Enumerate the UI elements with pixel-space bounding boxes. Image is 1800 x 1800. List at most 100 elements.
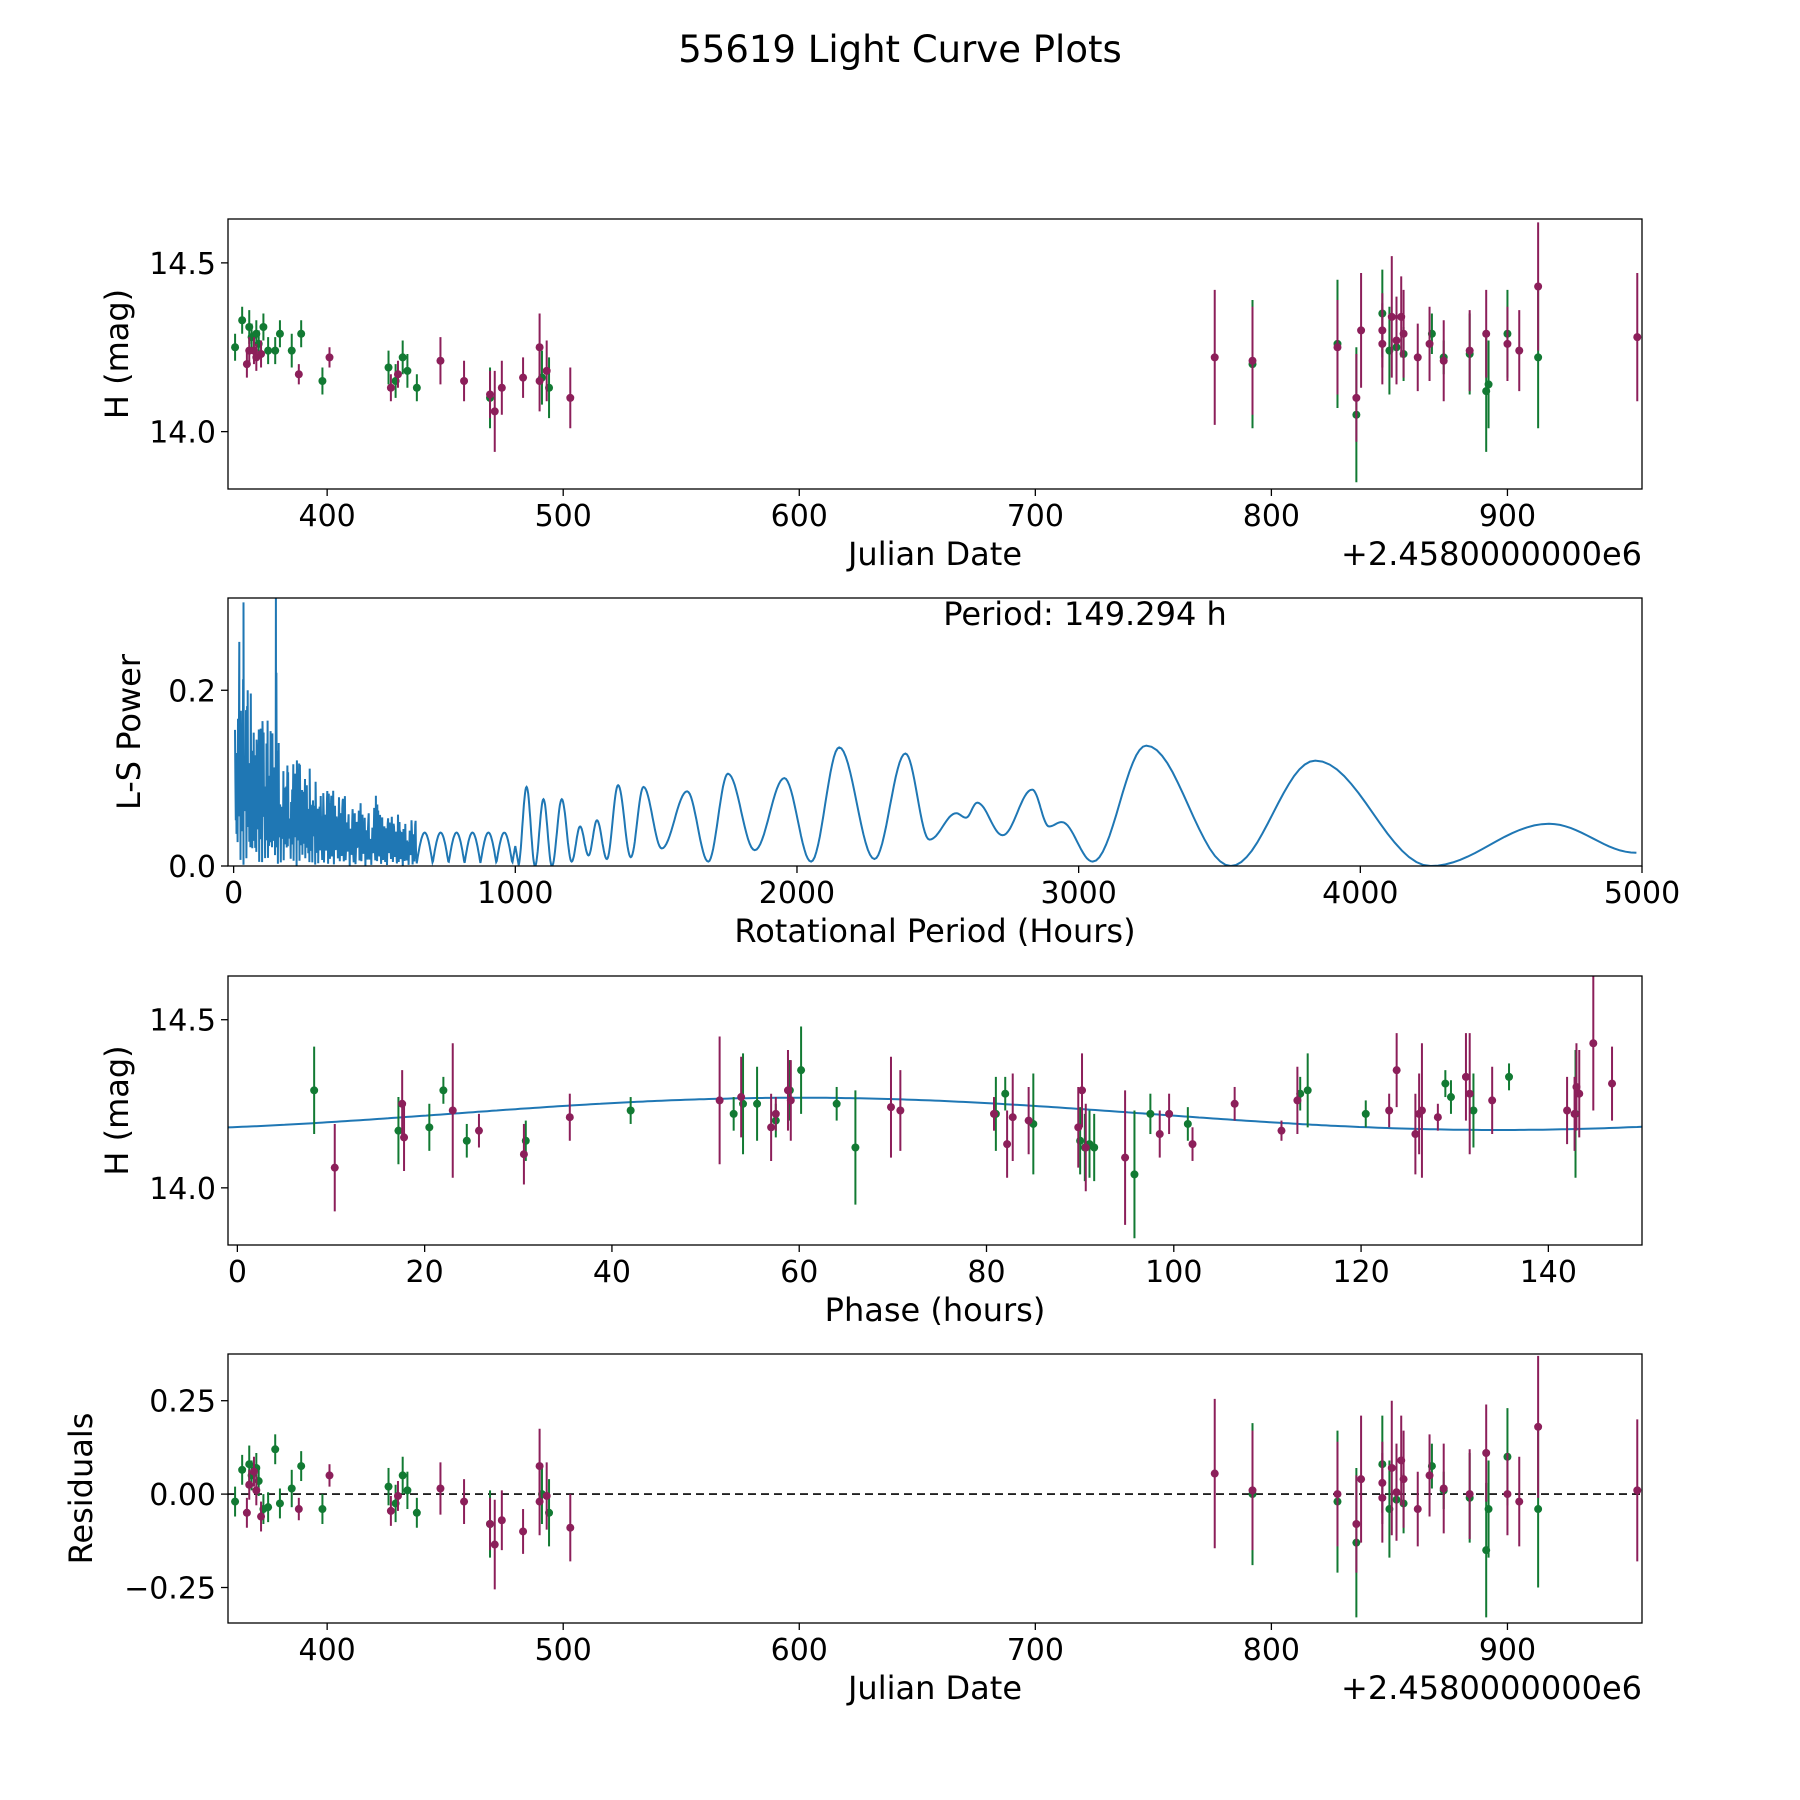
data-point <box>535 1497 544 1506</box>
plot-area <box>228 976 1642 1239</box>
series-r <box>242 222 1642 452</box>
data-point <box>1461 1072 1470 1081</box>
data-point <box>1392 336 1401 345</box>
data-point <box>1503 1490 1512 1499</box>
data-point <box>1352 393 1361 402</box>
data-point <box>436 1484 445 1493</box>
data-point <box>497 383 506 392</box>
axes-frame <box>227 975 1643 1246</box>
x-tick-label: 20 <box>406 1255 444 1290</box>
panel-periodogram: 0 1000 2000 3000 4000 5000 0.0 0.2 Rotational Pe… <box>110 595 1680 950</box>
data-point <box>259 323 268 331</box>
data-point <box>767 1123 776 1132</box>
axes-frame <box>227 218 1643 490</box>
data-point <box>1352 1519 1361 1528</box>
data-point <box>1465 1490 1474 1499</box>
data-point <box>886 1103 895 1112</box>
data-point <box>242 1508 251 1517</box>
y-tick-label: −0.25 <box>124 1572 216 1607</box>
data-point <box>490 407 499 416</box>
data-point <box>535 1462 544 1471</box>
data-point <box>403 366 412 375</box>
data-point <box>1357 326 1366 335</box>
data-point <box>1484 380 1493 389</box>
data-point <box>1130 1170 1139 1179</box>
data-point <box>1210 1469 1219 1478</box>
data-point <box>297 1462 306 1471</box>
y-tick-label: 14.0 <box>149 1172 216 1207</box>
x-tick-label: 0 <box>228 1255 247 1290</box>
data-point <box>436 356 445 365</box>
x-tick-label: 2000 <box>759 876 835 911</box>
series-r <box>242 1355 1642 1590</box>
data-point <box>1183 1119 1192 1128</box>
data-point <box>1534 1505 1543 1514</box>
data-point <box>1534 282 1543 291</box>
data-point <box>1090 1143 1099 1152</box>
x-axis-label: Rotational Period (Hours) <box>734 912 1135 950</box>
data-point <box>1439 356 1448 365</box>
data-point <box>460 377 469 385</box>
periodogram-line <box>234 598 1637 866</box>
data-point <box>1303 1086 1312 1095</box>
data-point <box>1484 1505 1493 1514</box>
data-point <box>1589 1039 1598 1048</box>
data-point <box>1433 1113 1442 1122</box>
y-tick-label: 14.5 <box>149 247 216 282</box>
axes-frame <box>227 597 1643 867</box>
data-point <box>715 1096 724 1105</box>
series-g <box>310 1026 1580 1239</box>
data-point <box>386 1506 395 1515</box>
data-point <box>448 1106 457 1115</box>
axes-frame <box>227 1353 1643 1624</box>
x-tick-label: 1000 <box>477 876 553 911</box>
data-point <box>1392 1488 1401 1497</box>
x-tick-label: 500 <box>535 499 592 534</box>
data-point <box>294 1505 303 1514</box>
data-point <box>318 1505 327 1514</box>
data-point <box>1515 1497 1524 1506</box>
y-tick-label: 0.00 <box>149 1478 216 1513</box>
data-point <box>1505 1072 1514 1081</box>
x-tick-label: 600 <box>771 1633 828 1668</box>
data-point <box>1230 1099 1239 1108</box>
data-point <box>497 1516 506 1525</box>
data-point <box>294 370 303 379</box>
panel-phased: 0 20 40 60 80 100 120 140 14.0 14.5 Phase (hours) H… <box>98 975 1643 1329</box>
data-point <box>566 1523 575 1532</box>
data-point <box>257 350 266 358</box>
data-point <box>330 1163 339 1172</box>
x-tick-label: 0 <box>224 876 243 911</box>
y-tick-label: 0.0 <box>168 850 216 885</box>
data-point <box>412 1508 421 1517</box>
data-point <box>797 1066 806 1075</box>
data-point <box>1482 329 1491 338</box>
data-point <box>896 1106 905 1115</box>
data-point <box>1121 1153 1130 1162</box>
data-point <box>1210 353 1219 362</box>
data-point <box>238 316 247 325</box>
x-tick-label: 40 <box>593 1255 631 1290</box>
data-point <box>1608 1079 1617 1088</box>
data-point <box>1488 1096 1497 1105</box>
data-point <box>1465 346 1474 355</box>
data-point <box>486 1519 495 1528</box>
data-point <box>1399 329 1408 338</box>
data-point <box>1425 1471 1434 1480</box>
data-point <box>1503 339 1512 348</box>
x-tick-label: 3000 <box>1040 876 1116 911</box>
data-point <box>753 1099 762 1108</box>
x-tick-label: 4000 <box>1322 876 1398 911</box>
data-point <box>1357 1475 1366 1484</box>
series-r <box>330 976 1617 1225</box>
data-point <box>257 1512 266 1521</box>
data-point <box>275 1499 284 1508</box>
data-point <box>1293 1096 1302 1105</box>
data-point <box>1385 1106 1394 1115</box>
plot-area <box>234 598 1637 866</box>
x-tick-label: 5000 <box>1604 876 1680 911</box>
data-point <box>1417 1106 1426 1115</box>
data-point <box>1387 312 1396 321</box>
data-point <box>1078 1086 1087 1095</box>
data-point <box>297 329 306 338</box>
